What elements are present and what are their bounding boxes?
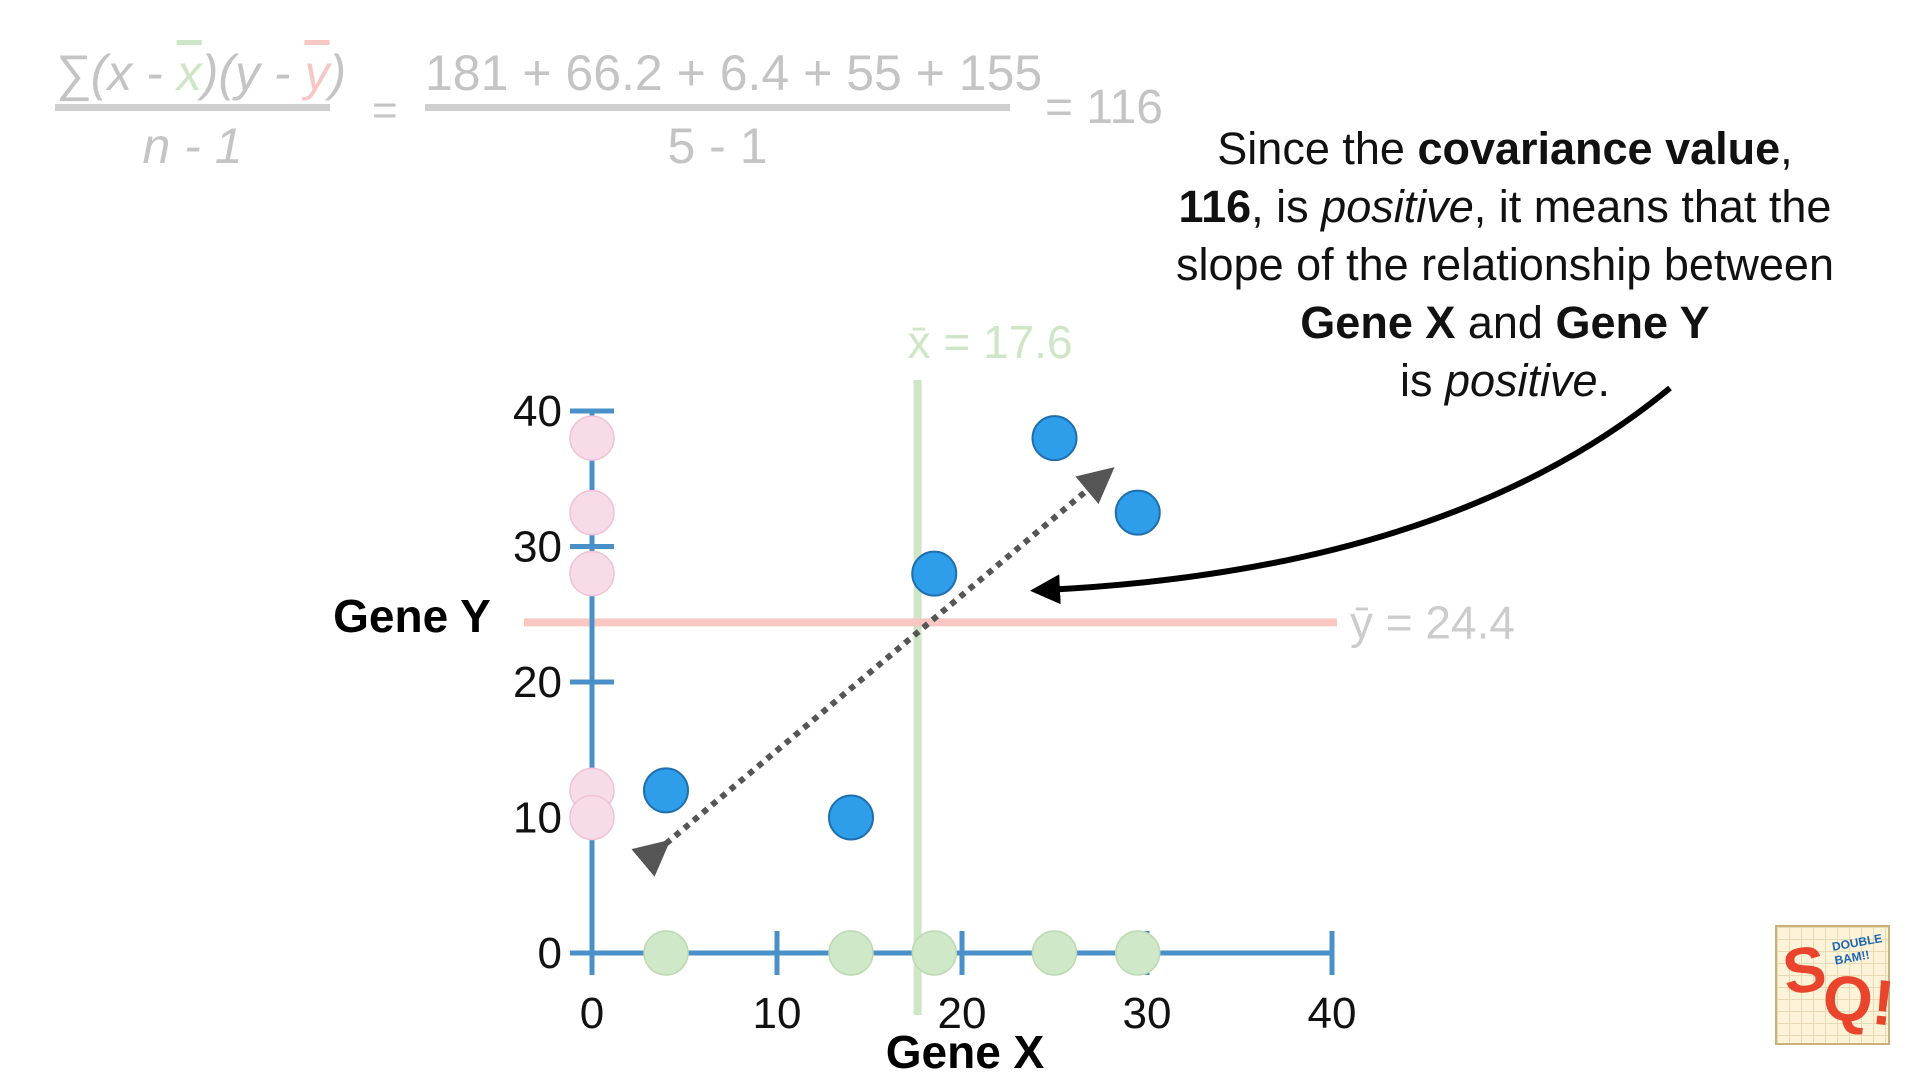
x-tick-label: 10: [753, 989, 802, 1038]
note-bold: Gene X: [1300, 297, 1456, 348]
x-projection-point: [911, 930, 957, 976]
y-projection-point: [569, 794, 615, 841]
x-axis-title: Gene X: [886, 1026, 1045, 1078]
data-point: [643, 767, 689, 814]
note-text: is: [1399, 355, 1445, 406]
formula-values-numerator: 181 + 66.2 + 6.4 + 55 + 155: [425, 45, 1043, 101]
x-mean-label: x̄ = 17.6: [908, 316, 1073, 368]
formula-result: = 116: [1045, 81, 1163, 134]
fraction-bar: [425, 104, 1010, 111]
data-point: [1031, 415, 1078, 462]
note-bold: covariance value: [1417, 123, 1781, 174]
y-projection-point: [569, 489, 615, 536]
note-text: .: [1597, 355, 1611, 406]
note-bold: Gene Y: [1555, 297, 1710, 348]
covariance-explanation: Since the covariance value, 116, is posit…: [1155, 120, 1855, 410]
statquest-logo: S Q! DOUBLE BAM!!: [1775, 925, 1898, 1045]
trend-arrow: [631, 467, 1115, 877]
data-point: [1114, 489, 1161, 536]
x-projection-point: [828, 930, 874, 976]
y-tick-label: 20: [513, 658, 562, 707]
note-text: and: [1455, 297, 1556, 348]
y-tick-label: 0: [538, 929, 562, 978]
covariance-formula: ∑(x - x)(y - y) n - 1 = 181 + 66.2 + 6.4…: [0, 0, 1180, 190]
x-projection-point: [1115, 930, 1161, 976]
x-projection-point: [643, 930, 689, 976]
note-text: ,: [1780, 123, 1793, 174]
formula-denominator: n - 1: [142, 118, 243, 174]
y-mean-label: ȳ = 24.4: [1350, 596, 1515, 648]
note-text: , it means that the slope of the relatio…: [1176, 181, 1834, 290]
logo-tagline: DOUBLE BAM!!: [1830, 931, 1884, 968]
x-tick-label: 20: [938, 989, 987, 1038]
note-italic: positive: [1444, 355, 1598, 406]
fraction-bar: [55, 104, 330, 111]
note-text: , is: [1251, 181, 1322, 232]
y-axis-title: Gene Y: [333, 590, 491, 642]
y-projection-point: [569, 550, 615, 597]
y-projection-point: [569, 415, 615, 461]
equals-sign: =: [372, 86, 398, 135]
y-tick-label: 10: [513, 794, 562, 843]
note-bold: 116: [1178, 181, 1252, 232]
data-point: [911, 550, 958, 597]
note-text: Since the: [1217, 123, 1418, 174]
pointer-arrow: [1030, 385, 1672, 605]
x-projection-point: [1031, 930, 1078, 976]
formula-values-denominator: 5 - 1: [667, 118, 768, 174]
note-italic: positive: [1321, 181, 1474, 232]
x-tick-label: 0: [580, 989, 604, 1038]
y-tick-label: 30: [513, 523, 562, 572]
x-tick-label: 40: [1308, 989, 1357, 1038]
y-tick-label: 40: [513, 387, 562, 436]
logo-letter-q: Q!: [1819, 960, 1898, 1040]
data-point: [828, 794, 874, 841]
formula-fraction-values: 181 + 66.2 + 6.4 + 55 + 155 5 - 1: [425, 44, 1043, 175]
x-tick-label: 30: [1123, 989, 1172, 1038]
